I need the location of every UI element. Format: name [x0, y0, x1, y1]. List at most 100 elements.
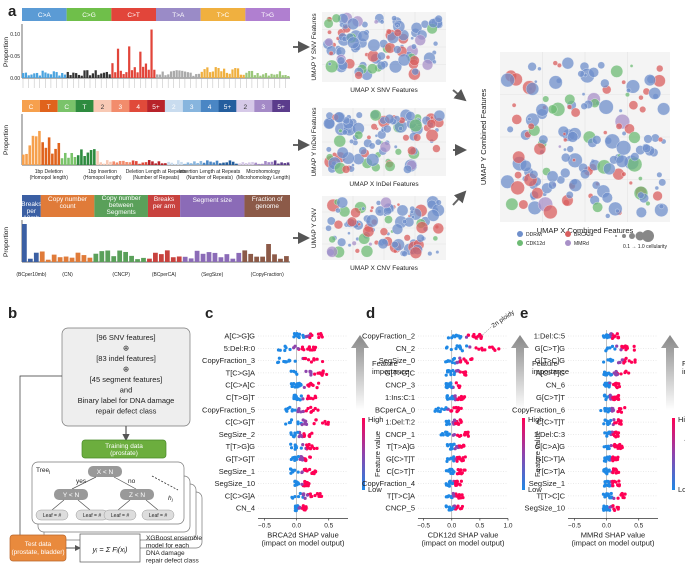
cnv-bar	[242, 250, 248, 262]
shap-point	[632, 348, 636, 352]
shap-point	[316, 408, 320, 412]
shap-point	[605, 447, 610, 451]
shap-point	[606, 492, 610, 496]
snv-bar	[52, 71, 55, 78]
shap-point	[609, 491, 613, 496]
shap-point	[605, 434, 609, 438]
umap-point	[365, 214, 379, 228]
snv-bar	[33, 73, 36, 78]
shap-feature-label: T[T>C]C	[536, 491, 565, 500]
snv-bar	[209, 72, 212, 78]
shap-point	[611, 484, 615, 488]
shap-point	[479, 334, 483, 338]
umap-point	[534, 79, 538, 84]
snv-bar	[108, 74, 111, 78]
shap-point	[615, 344, 619, 348]
leaf-label-1: Leaf = #	[43, 513, 61, 519]
snv-bar	[156, 74, 159, 78]
umap-point	[652, 190, 663, 201]
umap-point	[391, 15, 397, 21]
umap-point	[327, 216, 336, 226]
umap-point	[621, 79, 626, 85]
umap-point	[432, 235, 439, 242]
snv-bar	[217, 68, 220, 78]
shap-point	[462, 444, 466, 448]
shap-point	[312, 422, 316, 426]
colorbar	[672, 418, 675, 490]
shap-point	[298, 491, 302, 496]
shap-point	[444, 495, 448, 499]
shap-point	[451, 506, 455, 510]
shap-feature-label: G[T>G]C	[385, 368, 416, 377]
shap-point	[460, 493, 464, 497]
shap-point	[283, 344, 287, 348]
snv-bar	[192, 75, 195, 78]
umap-point	[411, 67, 419, 76]
umap-point	[395, 24, 400, 29]
shap-point	[302, 492, 306, 496]
shap-point	[307, 384, 311, 388]
legend-label: BRCA2d	[574, 232, 594, 238]
formula: yᵢ = Σ Fᵢ(xᵢ)	[91, 545, 128, 554]
snv-bar	[139, 51, 142, 78]
umap-point	[577, 70, 585, 78]
cnv-bar	[170, 257, 176, 262]
shap-point	[313, 406, 317, 411]
cnv-bar	[284, 256, 289, 262]
snv-bar	[72, 72, 75, 78]
shap-point	[463, 455, 467, 459]
umap-point	[354, 130, 363, 140]
umap-point	[558, 144, 562, 149]
shap-point	[317, 381, 321, 385]
shap-point	[293, 359, 297, 363]
cnv-header-label: Breaks	[154, 196, 175, 203]
indel-header-10	[200, 100, 219, 112]
shap-xtick: 0.0	[292, 523, 301, 530]
snv-bar	[122, 74, 125, 78]
input-line: Binary label for DNA damage	[78, 396, 175, 405]
shap-point	[310, 431, 314, 435]
shap-point	[497, 347, 501, 351]
shap-point	[290, 408, 295, 412]
umap-point	[393, 28, 402, 37]
cnv-bar	[75, 252, 81, 262]
indel-bar	[31, 135, 35, 165]
snv-header-2	[111, 8, 156, 21]
umap-point	[413, 133, 422, 142]
shap-point	[603, 467, 607, 472]
cnv-bar	[147, 258, 152, 262]
shap-point	[313, 394, 317, 398]
umap-point	[386, 28, 392, 35]
indel-bar	[231, 161, 235, 165]
shap-point	[288, 347, 292, 352]
indel-xgroup-label: 1bp Deletion	[35, 169, 63, 175]
umap-point	[598, 99, 614, 115]
shap-point	[448, 359, 452, 363]
shap-point	[306, 406, 310, 411]
indel-bar	[218, 163, 222, 165]
shap-point	[296, 470, 300, 474]
umap-point	[351, 163, 355, 167]
umap-point	[543, 204, 558, 220]
indel-xgroup-label: Insertion Length at Repeats	[179, 169, 241, 175]
umap-point	[338, 128, 343, 133]
shap-point	[303, 468, 307, 472]
snv-ytick: 0.05	[10, 54, 20, 60]
umap-point	[333, 220, 343, 230]
shap-point	[447, 505, 452, 509]
legend-label: CDK12d	[526, 241, 545, 247]
panel-label-c: c	[205, 305, 213, 322]
umap-point	[411, 43, 417, 50]
umap-point	[638, 176, 643, 181]
shap-xlabel: CDK12d SHAP value	[428, 531, 499, 540]
snv-bar	[128, 46, 131, 78]
leaf-label-3: Leaf = #	[111, 513, 129, 519]
cnv-bar	[129, 255, 134, 262]
indel-bar	[209, 161, 212, 165]
snv-header-label: C>T	[127, 12, 139, 19]
shap-point	[295, 457, 299, 461]
snv-bar	[239, 74, 242, 78]
panel-label-e: e	[520, 305, 528, 322]
shap-point	[464, 335, 469, 339]
size-legend-dot	[622, 234, 626, 238]
